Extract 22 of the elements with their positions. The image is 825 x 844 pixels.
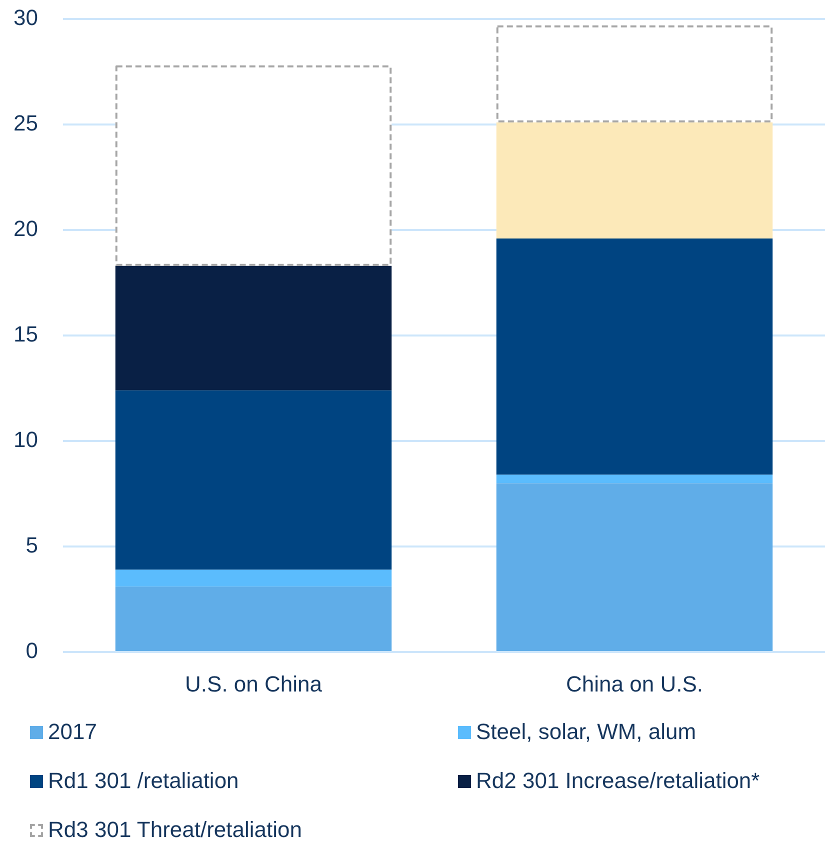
legend-label: 2017: [48, 719, 97, 744]
y-tick-label: 0: [26, 638, 38, 664]
x-tick-label: China on U.S.: [566, 671, 703, 696]
bar: [115, 266, 392, 390]
bar: [115, 390, 392, 570]
y-tick-label: 5: [26, 532, 38, 558]
x-tick-label: U.S. on China: [185, 671, 323, 696]
bar: [496, 483, 773, 651]
legend-label: Rd3 301 Threat/retaliation: [48, 817, 302, 842]
bar: [496, 122, 773, 238]
y-tick-label: 20: [14, 216, 38, 242]
y-tick-label: 15: [14, 322, 38, 347]
legend-label: Steel, solar, WM, alum: [476, 719, 696, 744]
bar: [115, 570, 392, 587]
y-tick-label: 25: [14, 110, 38, 136]
bar: [115, 586, 392, 651]
legend-label: Rd2 301 Increase/retaliation*: [476, 768, 760, 793]
y-tick-label: 10: [14, 427, 38, 452]
legend-label: Rd1 301 /retaliation: [48, 768, 239, 793]
bar: [496, 238, 773, 475]
bar: [496, 474, 773, 484]
y-tick-label: 30: [14, 5, 38, 30]
